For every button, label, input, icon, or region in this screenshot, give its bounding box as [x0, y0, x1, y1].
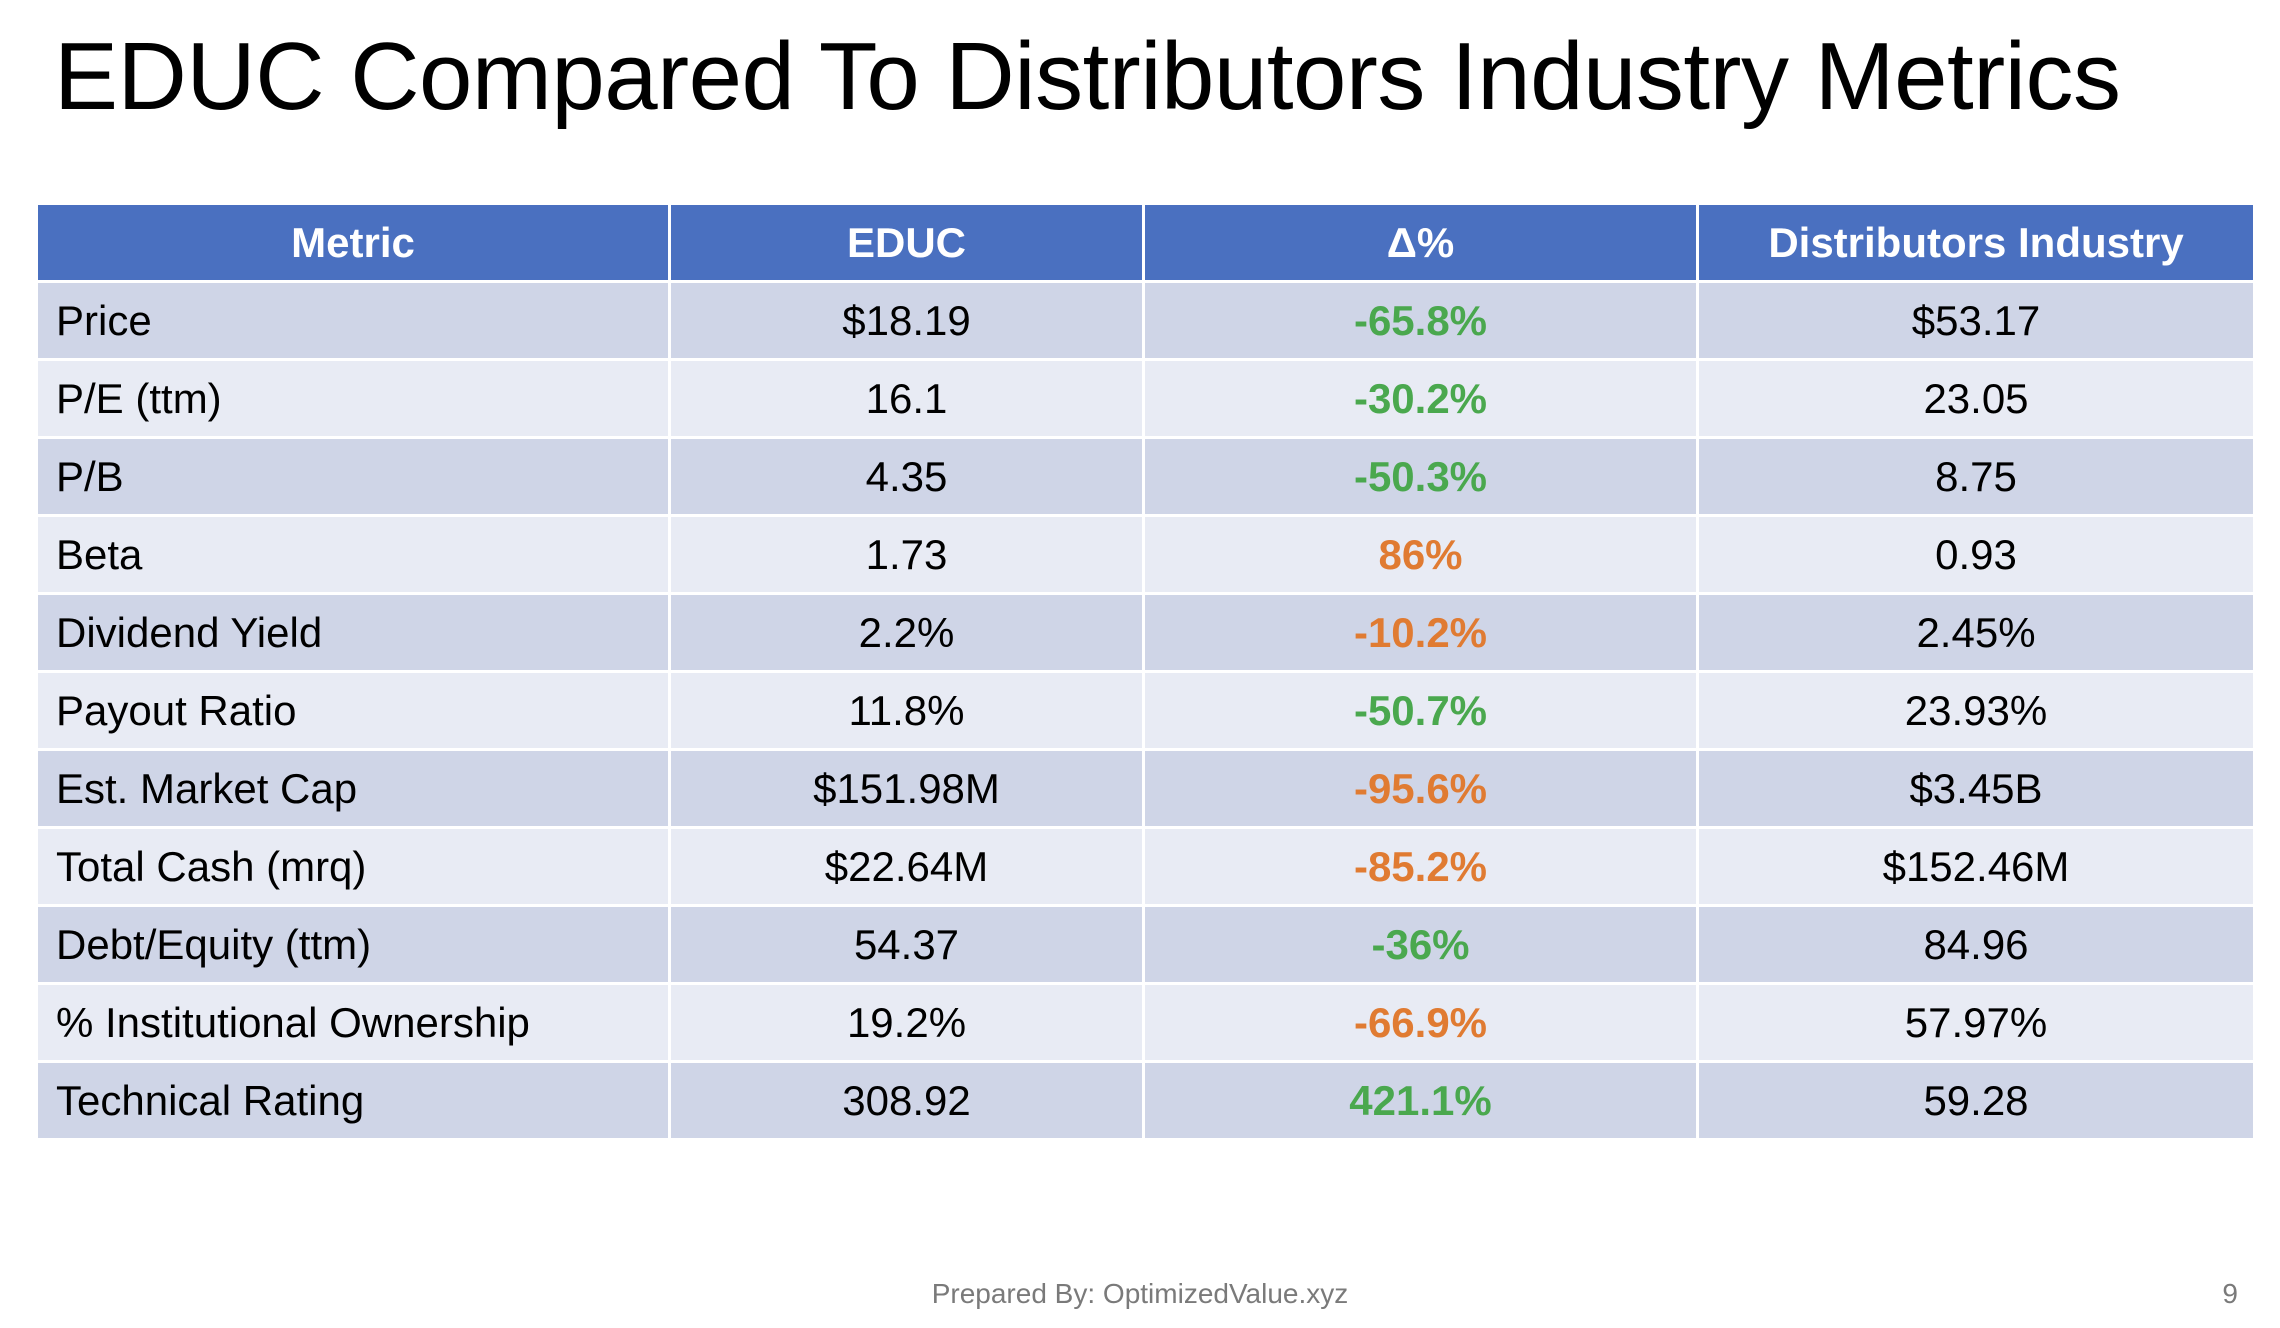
cell-delta: -65.8%: [1142, 280, 1699, 361]
cell-delta: -50.7%: [1142, 670, 1699, 751]
cell-educ: 4.35: [668, 436, 1145, 517]
table-row: Technical Rating 308.92 421.1% 59.28: [35, 1060, 2256, 1141]
table-row: Payout Ratio 11.8% -50.7% 23.93%: [35, 670, 2256, 751]
footer-prepared-by: Prepared By: OptimizedValue.xyz: [931, 1278, 1349, 1309]
cell-metric: Technical Rating: [35, 1060, 671, 1141]
metrics-table: Metric EDUC Δ% Distributors Industry Pri…: [35, 202, 2256, 1141]
header-industry: Distributors Industry: [1696, 202, 2256, 283]
cell-metric: Price: [35, 280, 671, 361]
cell-industry: 0.93: [1696, 514, 2256, 595]
header-delta: Δ%: [1142, 202, 1699, 283]
table-row: P/E (ttm) 16.1 -30.2% 23.05: [35, 358, 2256, 439]
cell-delta: -10.2%: [1142, 592, 1699, 673]
cell-metric: P/B: [35, 436, 671, 517]
cell-industry: 57.97%: [1696, 982, 2256, 1063]
cell-delta: -50.3%: [1142, 436, 1699, 517]
cell-metric: % Institutional Ownership: [35, 982, 671, 1063]
table-row: % Institutional Ownership 19.2% -66.9% 57.9…: [35, 982, 2256, 1063]
cell-industry: 8.75: [1696, 436, 2256, 517]
cell-educ: $18.19: [668, 280, 1145, 361]
cell-educ: 19.2%: [668, 982, 1145, 1063]
header-metric: Metric: [35, 202, 671, 283]
cell-metric: Est. Market Cap: [35, 748, 671, 829]
cell-industry: 2.45%: [1696, 592, 2256, 673]
cell-industry: $53.17: [1696, 280, 2256, 361]
cell-educ: $151.98M: [668, 748, 1145, 829]
cell-educ: $22.64M: [668, 826, 1145, 907]
cell-industry: $3.45B: [1696, 748, 2256, 829]
cell-delta: 86%: [1142, 514, 1699, 595]
cell-educ: 1.73: [668, 514, 1145, 595]
cell-metric: P/E (ttm): [35, 358, 671, 439]
table-row: Debt/Equity (ttm) 54.37 -36% 84.96: [35, 904, 2256, 985]
cell-industry: $152.46M: [1696, 826, 2256, 907]
table-row: Price $18.19 -65.8% $53.17: [35, 280, 2256, 361]
cell-delta: 421.1%: [1142, 1060, 1699, 1141]
table-row: Dividend Yield 2.2% -10.2% 2.45%: [35, 592, 2256, 673]
table-row: P/B 4.35 -50.3% 8.75: [35, 436, 2256, 517]
cell-metric: Beta: [35, 514, 671, 595]
cell-industry: 23.93%: [1696, 670, 2256, 751]
table-row: Beta 1.73 86% 0.93: [35, 514, 2256, 595]
header-educ: EDUC: [668, 202, 1145, 283]
cell-industry: 84.96: [1696, 904, 2256, 985]
cell-delta: -36%: [1142, 904, 1699, 985]
cell-delta: -30.2%: [1142, 358, 1699, 439]
cell-metric: Debt/Equity (ttm): [35, 904, 671, 985]
cell-educ: 2.2%: [668, 592, 1145, 673]
cell-delta: -95.6%: [1142, 748, 1699, 829]
page-number: 9: [2222, 1278, 2238, 1309]
table-header-row: Metric EDUC Δ% Distributors Industry: [35, 202, 2256, 283]
cell-metric: Dividend Yield: [35, 592, 671, 673]
cell-educ: 308.92: [668, 1060, 1145, 1141]
slide-title: EDUC Compared To Distributors Industry M…: [54, 23, 2121, 130]
table-body: Price $18.19 -65.8% $53.17 P/E (ttm) 16.1 -30.…: [35, 280, 2256, 1141]
cell-metric: Payout Ratio: [35, 670, 671, 751]
table-row: Est. Market Cap $151.98M -95.6% $3.45B: [35, 748, 2256, 829]
cell-industry: 59.28: [1696, 1060, 2256, 1141]
cell-metric: Total Cash (mrq): [35, 826, 671, 907]
cell-industry: 23.05: [1696, 358, 2256, 439]
table-row: Total Cash (mrq) $22.64M -85.2% $152.46M: [35, 826, 2256, 907]
cell-delta: -85.2%: [1142, 826, 1699, 907]
cell-educ: 11.8%: [668, 670, 1145, 751]
cell-educ: 16.1: [668, 358, 1145, 439]
cell-delta: -66.9%: [1142, 982, 1699, 1063]
cell-educ: 54.37: [668, 904, 1145, 985]
